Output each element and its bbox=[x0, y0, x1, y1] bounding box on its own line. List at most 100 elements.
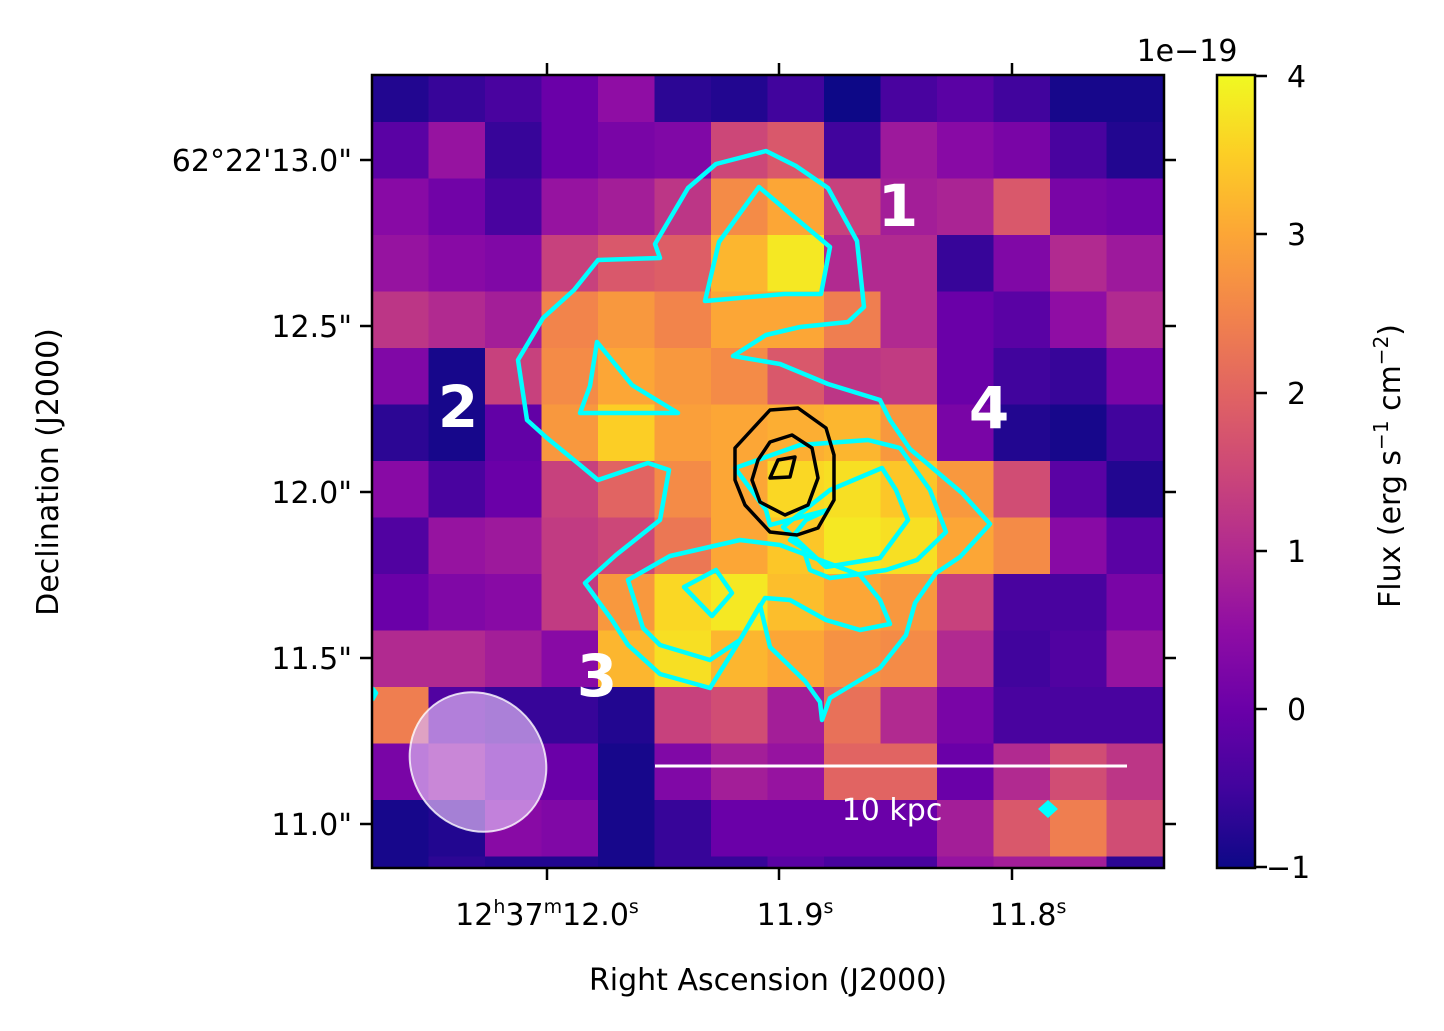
heatmap-cell bbox=[541, 517, 599, 575]
heatmap-cell bbox=[1050, 348, 1108, 406]
heatmap-cell bbox=[541, 461, 599, 519]
heatmap-cell bbox=[541, 122, 599, 180]
cyan-contour-2 bbox=[577, 339, 681, 416]
heatmap-cell bbox=[654, 687, 712, 745]
heatmap-cell bbox=[654, 517, 712, 575]
heatmap-cell bbox=[1163, 856, 1164, 868]
heatmap-cell bbox=[598, 743, 656, 801]
heatmap-cell bbox=[824, 630, 882, 688]
heatmap-cell bbox=[937, 856, 995, 868]
x-axis-label: Right Ascension (J2000) bbox=[589, 963, 947, 998]
heatmap-cell bbox=[1050, 178, 1108, 236]
heatmap-cell bbox=[1050, 800, 1108, 858]
colorbar-tick-3: 3 bbox=[1287, 218, 1306, 253]
heatmap-cell bbox=[598, 235, 656, 293]
y-tick-label-11-0: 11.0" bbox=[271, 808, 352, 843]
y-tick-label-12-5: 12.5" bbox=[271, 310, 352, 345]
heatmap-cell bbox=[372, 404, 430, 462]
heatmap-cell bbox=[880, 291, 938, 349]
black-contour-middle bbox=[750, 433, 820, 517]
heatmap-cell bbox=[654, 122, 712, 180]
heatmap-cell bbox=[767, 856, 825, 868]
heatmap-cell bbox=[824, 743, 882, 801]
heatmap-cell bbox=[711, 800, 769, 858]
heatmap-cell bbox=[937, 404, 995, 462]
heatmap-cell bbox=[993, 404, 1051, 462]
heatmap-cell bbox=[937, 574, 995, 632]
plot-frame bbox=[370, 73, 1166, 870]
heatmap-cell bbox=[1163, 743, 1164, 801]
heatmap-cell bbox=[372, 461, 430, 519]
y-tick-label-13-0: 62°22'13.0" bbox=[172, 144, 352, 179]
heatmap-cell bbox=[428, 122, 486, 180]
heatmap-cell bbox=[541, 800, 599, 858]
heatmap-cell bbox=[428, 404, 486, 462]
heatmap-cell bbox=[372, 291, 430, 349]
heatmap-cell bbox=[937, 178, 995, 236]
heatmap-cell bbox=[1050, 630, 1108, 688]
heatmap-cell bbox=[993, 122, 1051, 180]
heatmap-cell bbox=[485, 178, 543, 236]
cyan-diamond-marker bbox=[1038, 800, 1058, 818]
heatmap-cell bbox=[1163, 404, 1164, 462]
region-label-2: 2 bbox=[438, 373, 478, 441]
heatmap-cell bbox=[541, 630, 599, 688]
heatmap-cell bbox=[711, 856, 769, 868]
heatmap-cell bbox=[711, 404, 769, 462]
heatmap-cell bbox=[485, 404, 543, 462]
heatmap-cell bbox=[654, 856, 712, 868]
heatmap-cell bbox=[372, 348, 430, 406]
heatmap-cell bbox=[485, 122, 543, 180]
heatmap-cell bbox=[1106, 856, 1164, 868]
heatmap-cell bbox=[1106, 743, 1164, 801]
heatmap-cell bbox=[767, 122, 825, 180]
heatmap-cell bbox=[1106, 687, 1164, 745]
colorbar-multiplier: 1e−19 bbox=[1137, 34, 1238, 69]
region-label-1: 1 bbox=[878, 172, 918, 240]
heatmap-cell bbox=[711, 574, 769, 632]
heatmap-cell bbox=[767, 743, 825, 801]
heatmap-cell bbox=[937, 800, 995, 858]
heatmap-cell bbox=[993, 291, 1051, 349]
heatmap-cell bbox=[598, 122, 656, 180]
heatmap-cell bbox=[372, 122, 430, 180]
heatmap-cell bbox=[1050, 461, 1108, 519]
heatmap-cell bbox=[372, 574, 430, 632]
heatmap-cell bbox=[767, 348, 825, 406]
heatmap-cell bbox=[880, 856, 938, 868]
cyan-contour-3-outer bbox=[625, 537, 893, 663]
heatmap-cell bbox=[541, 235, 599, 293]
cyan-contour-1 bbox=[702, 184, 833, 304]
heatmap-cell bbox=[598, 800, 656, 858]
heatmap-cell bbox=[1106, 348, 1164, 406]
heatmap-cell bbox=[372, 517, 430, 575]
heatmap-cell bbox=[654, 348, 712, 406]
heatmap-cell bbox=[598, 291, 656, 349]
heatmap-cell bbox=[993, 743, 1051, 801]
heatmap-cell bbox=[1106, 291, 1164, 349]
heatmap-cell bbox=[1106, 235, 1164, 293]
heatmap-cell bbox=[993, 856, 1051, 868]
heatmap-cell bbox=[1163, 348, 1164, 406]
heatmap-cell bbox=[654, 743, 712, 801]
heatmap-cell bbox=[1163, 517, 1164, 575]
heatmap-cell bbox=[1050, 574, 1108, 632]
heatmap-cell bbox=[428, 856, 486, 868]
heatmap-cell bbox=[1050, 743, 1108, 801]
heatmap-cell bbox=[1163, 291, 1164, 349]
heatmap-cell bbox=[541, 743, 599, 801]
heatmap-cell bbox=[880, 630, 938, 688]
heatmap-cell bbox=[880, 178, 938, 236]
region-label-3: 3 bbox=[577, 642, 617, 710]
heatmap-cell bbox=[993, 574, 1051, 632]
y-axis-label: Declination (J2000) bbox=[31, 328, 66, 616]
heatmap-cell bbox=[824, 800, 882, 858]
heatmap-cell bbox=[372, 630, 430, 688]
heatmap-cell bbox=[598, 574, 656, 632]
x-tick-label-12h37m12s: 12h37m12.0s bbox=[455, 896, 639, 933]
heatmap-cell bbox=[428, 630, 486, 688]
scale-bar-label: 10 kpc bbox=[842, 793, 943, 828]
heatmap-cell bbox=[711, 743, 769, 801]
beam-ellipse bbox=[408, 691, 548, 833]
